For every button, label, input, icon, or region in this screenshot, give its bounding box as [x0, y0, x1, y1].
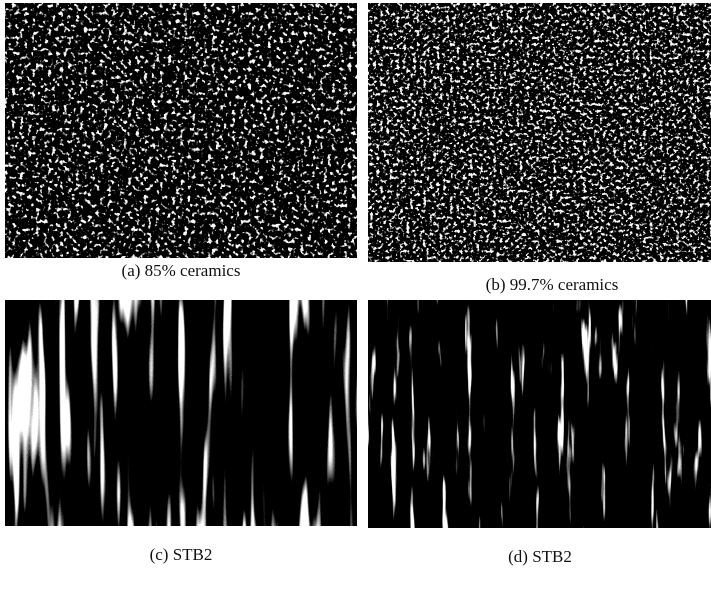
caption: (b) 99.7% ceramics — [486, 275, 619, 294]
panel-d: (d) STB2 — [368, 300, 711, 566]
panel-c: (c) STB2 — [5, 300, 357, 564]
micrograph-texture — [368, 300, 711, 528]
caption: (c) STB2 — [150, 545, 213, 564]
micrograph-texture — [5, 3, 357, 258]
caption: (a) 85% ceramics — [122, 261, 241, 280]
caption: (d) STB2 — [508, 547, 572, 566]
panel-a: (a) 85% ceramics — [5, 3, 357, 280]
micrograph-texture — [368, 3, 711, 262]
panel-b: (b) 99.7% ceramics — [368, 3, 711, 294]
micrograph-texture — [5, 300, 357, 526]
